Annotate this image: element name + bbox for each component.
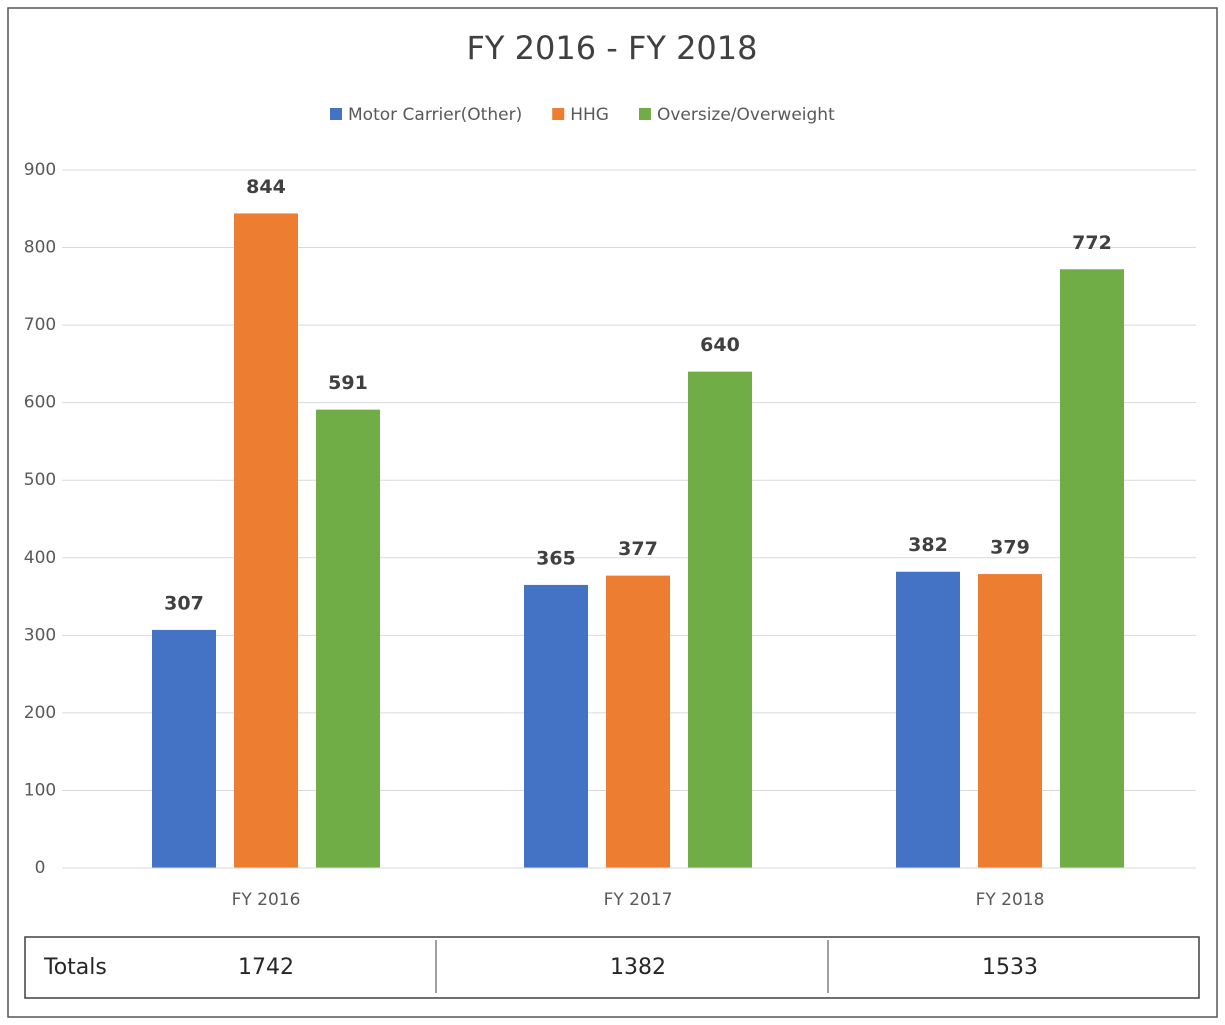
data-label: 382 (908, 534, 948, 556)
total-value: 1533 (982, 955, 1038, 980)
legend-swatch (638, 108, 651, 120)
y-tick-label: 900 (24, 160, 56, 180)
legend-label: Motor Carrier(Other) (348, 105, 522, 125)
bar (152, 629, 216, 868)
total-value: 1742 (238, 955, 294, 980)
x-tick-label: FY 2018 (976, 890, 1045, 910)
data-label: 772 (1072, 232, 1112, 254)
bar (234, 213, 298, 869)
bar (1060, 269, 1124, 868)
bar (606, 575, 670, 868)
legend-swatch (552, 108, 565, 120)
data-label: 844 (246, 176, 286, 198)
legend-swatch (330, 108, 342, 120)
y-tick-label: 300 (24, 625, 56, 645)
data-label: 640 (700, 334, 740, 356)
y-tick-label: 100 (24, 780, 56, 800)
chart-title: FY 2016 - FY 2018 (466, 29, 757, 67)
data-label: 379 (990, 537, 1030, 559)
data-label: 365 (536, 547, 576, 569)
bar (896, 571, 960, 868)
data-label: 591 (328, 372, 368, 394)
legend-label: Oversize/Overweight (657, 105, 835, 125)
bar (524, 584, 588, 868)
bar (978, 574, 1042, 868)
totals-table (24, 936, 1200, 999)
y-tick-label: 0 (35, 858, 46, 878)
y-tick-label: 800 (24, 238, 56, 258)
total-value: 1382 (610, 955, 666, 980)
y-tick-label: 200 (24, 703, 56, 723)
y-tick-label: 700 (24, 315, 56, 335)
x-tick-label: FY 2017 (604, 890, 673, 910)
legend-label: HHG (570, 105, 609, 125)
bar (316, 409, 380, 868)
data-label: 307 (164, 592, 204, 614)
data-label: 377 (618, 538, 658, 560)
x-tick-label: FY 2016 (232, 890, 301, 910)
totals-label: Totals (43, 955, 107, 980)
y-tick-label: 500 (24, 470, 56, 490)
y-tick-label: 400 (24, 548, 56, 568)
bar (688, 371, 752, 868)
y-tick-label: 600 (24, 393, 56, 413)
